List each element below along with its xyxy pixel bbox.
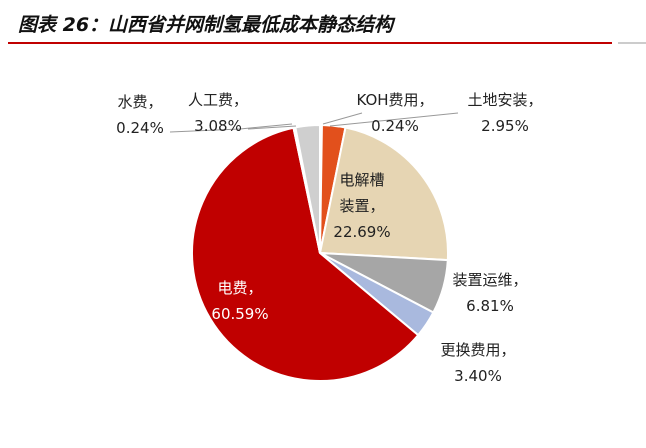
value-label: 0.24% [371,117,419,135]
leader-lines [169,112,459,133]
slice-label: 电解槽装置， 22.69% [333,167,390,245]
value-label: 6.81% [466,297,514,315]
slice-label: KOH费用， 0.24% [356,87,433,139]
category-label: 装置运维， [452,271,528,289]
category-label: 土地安装， [467,91,543,109]
category-label: 人工费， [187,91,249,109]
pie [191,123,449,382]
value-label: 3.40% [454,367,502,385]
slice-label: 更换费用， 3.40% [440,337,515,389]
pie-slice [294,123,321,254]
category-label: 电解槽装置， [339,171,385,215]
slice-label: 人工费， 3.08% [188,87,248,139]
value-label: 3.08% [194,117,242,135]
slice-label: 电费， 60.59% [211,275,268,327]
chart-title: 图表 26：山西省并网制氢最低成本静态结构 [18,14,394,36]
value-label: 22.69% [333,223,391,241]
category-label: 更换费用， [440,341,516,359]
category-label: KOH费用， [356,91,434,109]
value-label: 0.24% [116,119,164,137]
pie-slice [191,126,420,382]
slice-label: 水费， 0.24% [116,89,164,141]
value-label: 2.95% [481,117,529,135]
slice-label: 土地安装， 2.95% [467,87,542,139]
category-label: 电费， [217,279,263,297]
value-label: 60.59% [211,305,269,323]
pie-slice [318,126,449,262]
category-label: 水费， [117,93,163,111]
slice-label: 装置运维， 6.81% [452,267,527,319]
